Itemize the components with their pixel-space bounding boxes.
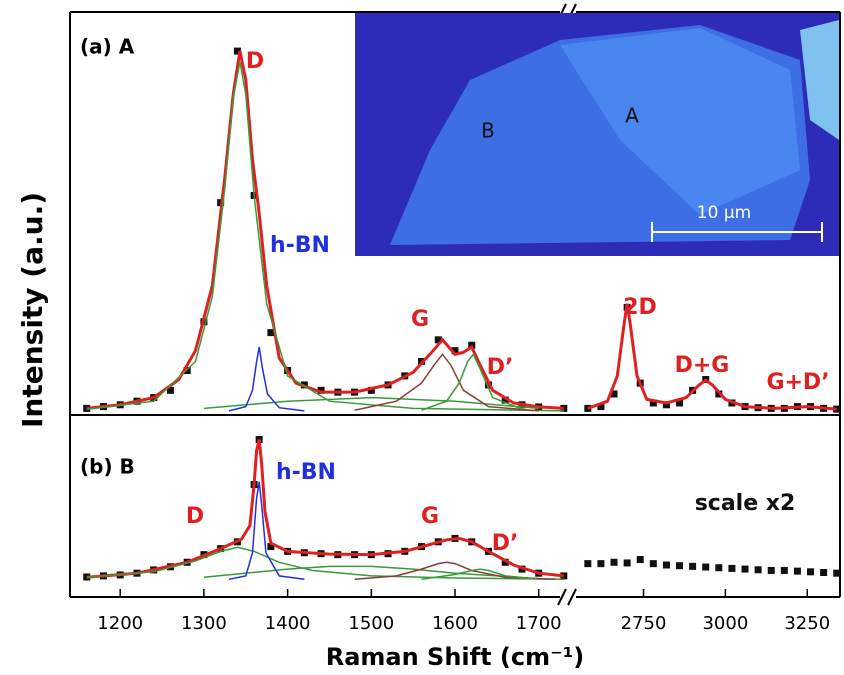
panel-label: (b) B [80, 455, 135, 479]
data-point [649, 399, 657, 407]
data-point [183, 366, 191, 374]
x-tick-label: 1200 [97, 613, 143, 634]
annotation: D [186, 504, 204, 529]
annotation: h-BN [276, 460, 336, 485]
x-tick-label: 1600 [432, 613, 478, 634]
x-tick-label: 1400 [265, 613, 311, 634]
data-point [610, 558, 618, 566]
data-point [597, 560, 605, 568]
x-tick-label: 3000 [702, 613, 748, 634]
inset-label: B [481, 119, 495, 143]
annotation: D’ [492, 531, 519, 556]
annotation: 2D [623, 295, 657, 320]
data-point [434, 336, 442, 344]
annotation: h-BN [270, 233, 330, 258]
annotation: D’ [487, 355, 514, 380]
data-point [367, 386, 375, 394]
annotation: D [246, 49, 264, 74]
data-point [597, 403, 605, 411]
data-point [754, 566, 762, 574]
frame [69, 3, 841, 606]
x-tick-label: 1500 [348, 613, 394, 634]
data-point [501, 558, 509, 566]
inset-label: A [625, 104, 639, 128]
data-point [267, 329, 275, 337]
data-point [833, 569, 841, 577]
panel-label: (a) A [80, 35, 135, 59]
data-point [501, 396, 509, 404]
fit-line [228, 346, 305, 412]
data-point [233, 47, 241, 55]
data-point [702, 563, 710, 571]
data-point [741, 565, 749, 573]
fit-line [587, 303, 837, 411]
fit-line [228, 481, 305, 581]
fit-line [354, 353, 539, 412]
data-point [820, 569, 828, 576]
data-point [623, 559, 631, 567]
x-tick-label: 3250 [784, 613, 830, 634]
data-point [715, 564, 723, 572]
data-point [793, 567, 801, 575]
data-point [676, 399, 684, 407]
fit-line [354, 561, 556, 581]
x-axis-label: Raman Shift (cm⁻¹) [326, 643, 585, 671]
fit-line [421, 568, 539, 581]
data-point [689, 562, 697, 570]
x-tick-label: 1300 [181, 613, 227, 634]
data-point [833, 405, 841, 413]
data-point [649, 560, 657, 568]
data-point [807, 568, 815, 576]
annotation: G [421, 504, 439, 529]
x-tick-label: 2750 [621, 613, 667, 634]
data-point [767, 566, 775, 574]
annotation: D+G [675, 353, 730, 378]
y-axis-label: Intensity (a.u.) [16, 192, 49, 428]
inset-image: A B 10 μm [355, 13, 839, 256]
data-point [636, 556, 644, 564]
data-point [560, 404, 568, 412]
fit-line [86, 61, 564, 412]
data-point [676, 562, 684, 570]
annotation: G+D’ [766, 370, 829, 395]
data-point [780, 566, 788, 574]
data-point [317, 386, 325, 394]
data-point [451, 347, 459, 355]
fit-line [86, 439, 564, 579]
data-point [610, 390, 618, 398]
data-point [728, 564, 736, 572]
data-point [662, 561, 670, 569]
x-tick-label: 1700 [516, 613, 562, 634]
data-point [166, 386, 174, 394]
data-point [662, 401, 670, 409]
data-point [267, 543, 275, 551]
fit-line [86, 546, 564, 580]
annotation: G [411, 307, 429, 332]
fit-line [203, 565, 539, 580]
fit-line [86, 50, 564, 410]
scale-bar-label: 10 μm [697, 203, 751, 223]
data-point [560, 572, 568, 580]
fit-line [421, 352, 523, 411]
annotation: scale x2 [695, 491, 796, 516]
data-point [584, 560, 592, 568]
